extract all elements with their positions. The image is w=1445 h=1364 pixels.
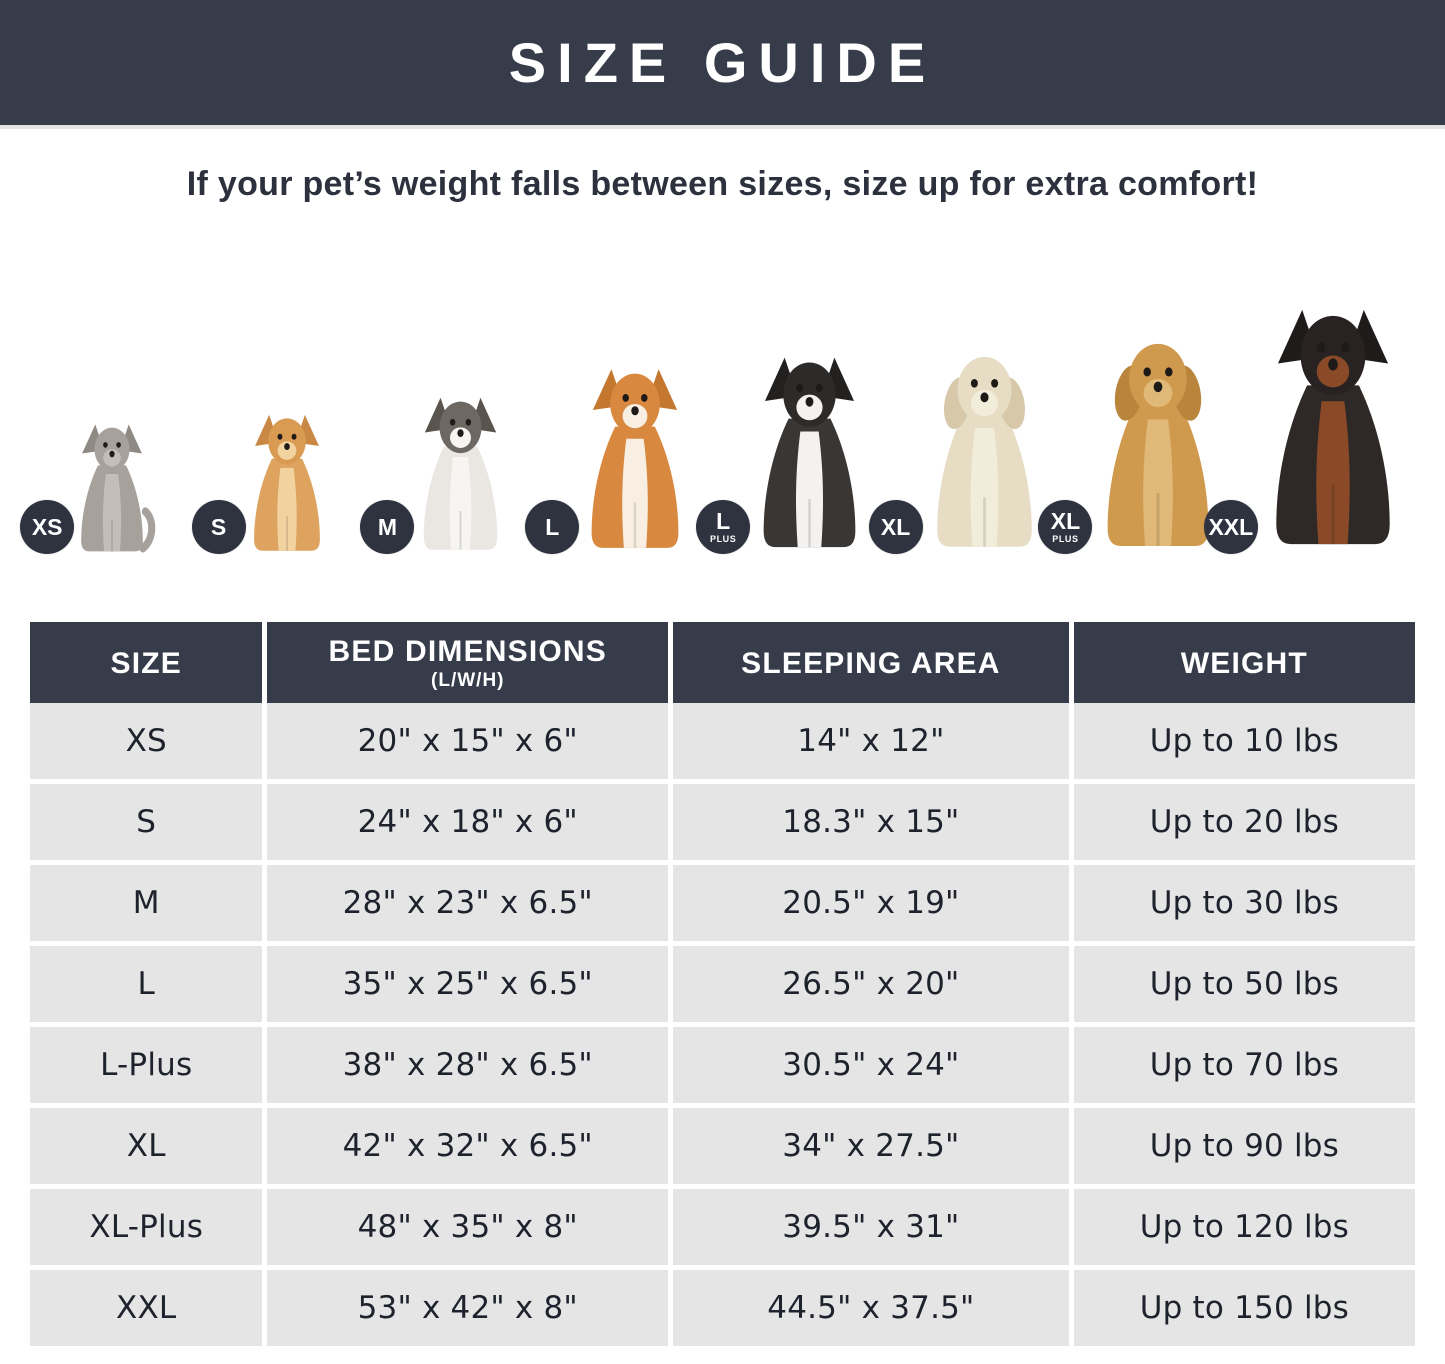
table-cell-sleeping-area: 20.5" x 19" [673,865,1069,941]
pet-figure-s: S [191,408,334,560]
size-badge-label: XL [1050,508,1081,534]
table-cell-size: XS [30,703,263,779]
pet-cell-s: S [191,204,373,560]
table-cell-sleeping-area: 39.5" x 31" [673,1189,1069,1265]
column-header-weight: WEIGHT [1073,622,1415,705]
table-cell-bed-dimensions: 24" x 18" x 6" [267,784,669,860]
table-cell-size: L [30,946,263,1022]
table-cell-size: XL-Plus [30,1189,263,1265]
table-cell-size: M [30,865,263,941]
size-badge-label: S [210,513,227,540]
pet-figure-xs: XS [20,418,156,560]
size-badge-s: S [191,500,246,554]
table-cell-bed-dimensions: 38" x 28" x 6.5" [267,1027,669,1103]
pet-cell-xl-plus: XL PLUS [1038,204,1245,560]
table-cell-weight: Up to 20 lbs [1073,784,1415,860]
table-cell-size: XL [30,1108,263,1184]
table-cell-size: L-Plus [30,1027,263,1103]
table-cell-weight: Up to 30 lbs [1073,865,1415,941]
size-badge-l-plus: L PLUS [696,500,751,554]
pet-cell-m: M [360,204,548,560]
pet-photo-l-plus [763,357,856,548]
table-cell-sleeping-area: 14" x 12" [673,703,1069,779]
pet-figure-xxl: XXL [1203,298,1414,560]
pet-photo-xl-plus [1108,343,1209,546]
table-cell-bed-dimensions: 20" x 15" x 6" [267,703,669,779]
size-badge-m: M [360,500,415,554]
column-header-bed-dimensions: BED DIMENSIONS (L/W/H) [267,622,669,705]
column-header-sublabel: (L/W/H) [431,670,505,691]
pet-figure-l: L [525,360,697,560]
size-badge-label: XS [31,513,63,540]
size-badge-label: L [716,508,731,534]
table-cell-size: S [30,784,263,860]
table-cell-weight: Up to 120 lbs [1073,1189,1415,1265]
size-badge-label: L [545,513,560,540]
pet-figure-m: M [360,390,513,560]
column-header-sleeping-area: SLEEPING AREA [673,622,1069,705]
title-band: SIZE GUIDE [0,0,1445,129]
table-cell-size: XXL [30,1270,263,1346]
pet-cell-xxl: XXL [1203,204,1420,560]
size-badge-sublabel: PLUS [1052,534,1079,544]
size-badge-sublabel: PLUS [709,534,737,544]
pets-row: XS S M [20,204,1420,560]
table-cell-weight: Up to 90 lbs [1073,1108,1415,1184]
pet-cell-l-plus: L PLUS [696,204,897,560]
size-badge-xs: XS [20,500,75,554]
table-cell-weight: Up to 10 lbs [1073,703,1415,779]
table-cell-weight: Up to 70 lbs [1073,1027,1415,1103]
pet-figure-l-plus: L PLUS [696,348,875,560]
table-cell-sleeping-area: 34" x 27.5" [673,1108,1069,1184]
subtitle: If your pet’s weight falls between sizes… [186,165,1259,203]
pet-cell-l: L [525,204,722,560]
size-badge-l: L [525,500,580,554]
page-title: SIZE GUIDE [508,31,937,94]
table-cell-weight: Up to 150 lbs [1073,1270,1415,1346]
table-cell-sleeping-area: 18.3" x 15" [673,784,1069,860]
pet-photo-m [424,397,498,550]
pet-photo-xl [936,356,1032,547]
table-cell-bed-dimensions: 48" x 35" x 8" [267,1189,669,1265]
size-badge-xl: XL [868,500,923,554]
table-cell-sleeping-area: 30.5" x 24" [673,1027,1069,1103]
column-header-size: SIZE [30,622,263,705]
pet-cell-xs: XS [20,204,199,560]
size-badge-label: XL [880,513,911,540]
pet-photo-xs [81,424,156,553]
pet-photo-s [253,414,320,551]
pet-figure-xl-plus: XL PLUS [1038,328,1230,560]
size-badge-label: XXL [1208,513,1254,540]
size-table: SIZE BED DIMENSIONS (L/W/H) SLEEPING ARE… [30,622,1415,1346]
column-header-label: WEIGHT [1180,646,1308,680]
pet-cell-xl: XL [868,204,1071,560]
table-cell-bed-dimensions: 53" x 42" x 8" [267,1270,669,1346]
table-cell-weight: Up to 50 lbs [1073,946,1415,1022]
pet-photo-l [591,369,679,548]
table-cell-bed-dimensions: 35" x 25" x 6.5" [267,946,669,1022]
column-header-label: SLEEPING AREA [741,646,1001,680]
size-badge-xl-plus: XL PLUS [1038,500,1093,554]
pet-figure-xl: XL [868,342,1052,560]
column-header-label: BED DIMENSIONS [328,635,607,668]
table-cell-sleeping-area: 26.5" x 20" [673,946,1069,1022]
size-badge-xxl: XXL [1203,500,1258,554]
table-cell-bed-dimensions: 28" x 23" x 6.5" [267,865,669,941]
table-cell-sleeping-area: 44.5" x 37.5" [673,1270,1069,1346]
size-badge-label: M [377,513,398,540]
pet-photo-xxl [1276,309,1390,545]
table-cell-bed-dimensions: 42" x 32" x 6.5" [267,1108,669,1184]
column-header-label: SIZE [110,646,182,680]
